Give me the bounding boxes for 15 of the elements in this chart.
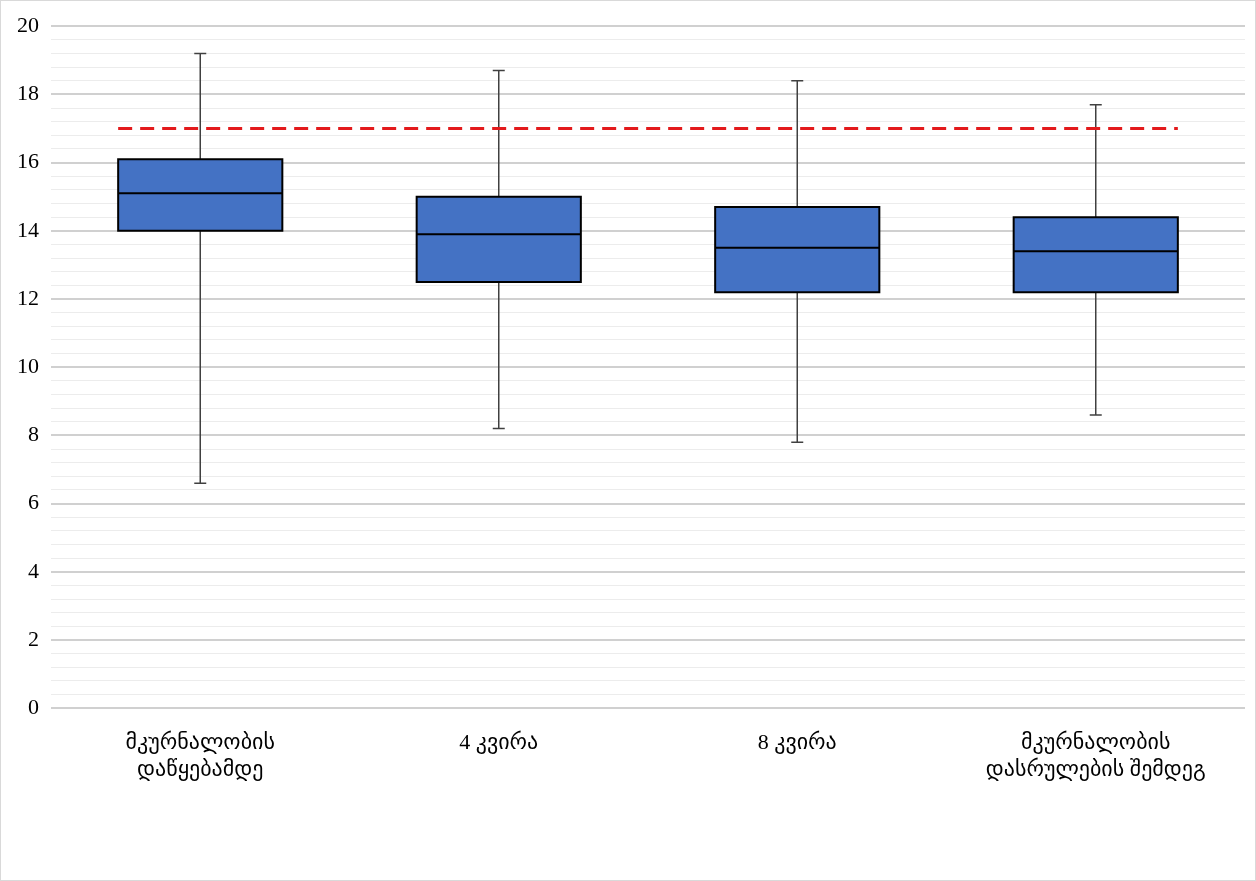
- y-tick-label: 20: [17, 11, 39, 37]
- x-tick-label: მკურნალობის დასრულების შემდეგ: [985, 729, 1206, 781]
- y-tick-label: 14: [17, 216, 39, 242]
- x-tick-label: 8 კვირა: [757, 729, 837, 755]
- y-tick-label: 6: [28, 489, 39, 515]
- y-tick-label: 18: [17, 80, 39, 106]
- y-tick-label: 4: [28, 557, 39, 583]
- x-tick-label: 4 კვირა: [459, 729, 539, 755]
- y-tick-label: 0: [28, 693, 39, 719]
- x-tick-label: მკურნალობის დაწყებამდე: [125, 729, 275, 781]
- y-tick-label: 8: [28, 421, 39, 447]
- y-tick-label: 10: [17, 352, 39, 378]
- y-tick-label: 12: [17, 284, 39, 310]
- y-tick-label: 16: [17, 148, 39, 174]
- y-tick-label: 2: [28, 625, 39, 651]
